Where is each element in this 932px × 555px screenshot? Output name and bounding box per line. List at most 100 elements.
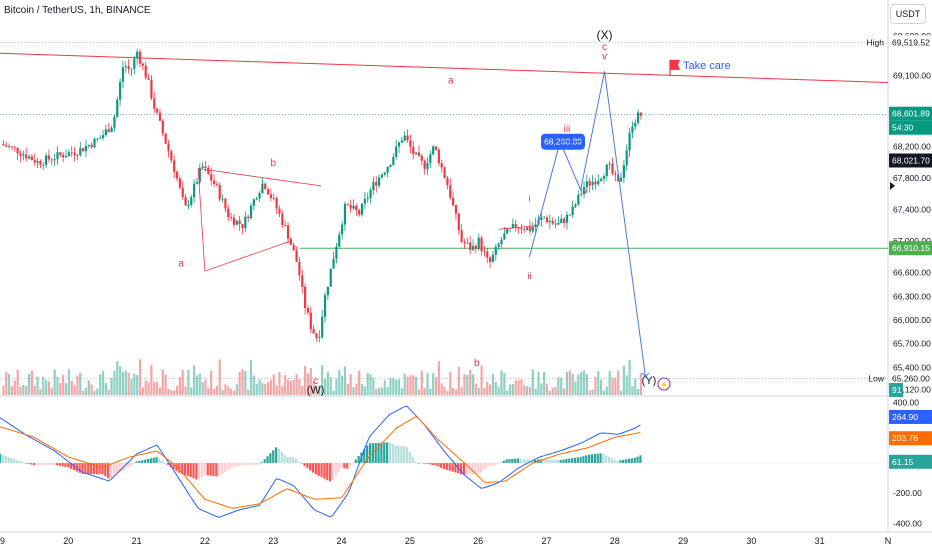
lightning-icon: ⚡ bbox=[660, 380, 669, 389]
macd-histogram-bar bbox=[428, 463, 431, 465]
volume-bar bbox=[375, 388, 378, 395]
candle-body bbox=[167, 143, 170, 152]
macd-line bbox=[0, 405, 641, 518]
candle-body bbox=[255, 198, 258, 200]
volume-bar bbox=[474, 383, 477, 395]
volume-bar bbox=[230, 388, 233, 395]
macd-histogram-bar bbox=[354, 459, 357, 463]
macd-histogram-bar bbox=[172, 463, 175, 470]
macd-histogram-bar bbox=[55, 463, 59, 466]
macd-histogram-bar bbox=[52, 463, 56, 465]
macd-histogram-bar bbox=[33, 463, 36, 466]
volume-bar bbox=[218, 359, 221, 395]
volume-bar bbox=[565, 371, 569, 395]
high-price-tag-bg bbox=[889, 35, 932, 50]
macd-histogram-bar bbox=[0, 453, 2, 463]
macd-histogram-bar bbox=[10, 457, 13, 463]
low-price-tag: 65,260.00 bbox=[892, 373, 930, 383]
candle-body bbox=[73, 152, 76, 156]
macd-value-tag: 264.90 bbox=[892, 412, 918, 422]
volume-bar bbox=[426, 373, 429, 395]
volume-bar bbox=[113, 371, 116, 395]
macd-histogram-bar bbox=[590, 454, 594, 463]
candle-body bbox=[39, 160, 42, 165]
volume-bars bbox=[2, 359, 643, 395]
candle-body bbox=[637, 112, 640, 123]
candle-body bbox=[412, 147, 415, 155]
volume-bar bbox=[59, 383, 62, 395]
macd-histogram-bar bbox=[215, 463, 218, 477]
candle-body bbox=[278, 208, 281, 214]
macd-histogram-bar bbox=[437, 463, 440, 467]
volume-bar bbox=[400, 388, 403, 395]
candle-body bbox=[520, 228, 523, 230]
volume-bar bbox=[252, 375, 255, 395]
countdown-tag: 54:30 bbox=[892, 123, 914, 133]
time-tick-label: 25 bbox=[405, 536, 415, 546]
candle-body bbox=[332, 258, 335, 269]
candle-body bbox=[548, 220, 551, 223]
macd-histogram-bar bbox=[610, 458, 614, 463]
candle-body bbox=[5, 145, 8, 147]
candle-body bbox=[568, 214, 571, 216]
candle-body bbox=[107, 129, 110, 133]
macd-histogram-bar bbox=[109, 463, 113, 479]
macd-histogram-bar bbox=[303, 463, 306, 466]
volume-bar bbox=[50, 388, 53, 395]
volume-bar bbox=[628, 359, 631, 395]
volume-bar bbox=[178, 377, 181, 395]
candle-body bbox=[409, 140, 412, 148]
macd-histogram-bar bbox=[121, 463, 124, 472]
wave-label-c: c bbox=[602, 42, 607, 53]
price-tick-label: 67,400.00 bbox=[893, 205, 931, 215]
volume-bar bbox=[494, 381, 497, 395]
horizontal-levels bbox=[0, 41, 889, 379]
high-label: High bbox=[867, 37, 885, 47]
candle-body bbox=[104, 129, 107, 136]
volume-bar bbox=[380, 387, 384, 395]
dark-level-tag: 68,021.70 bbox=[892, 155, 930, 165]
macd-histogram-bar bbox=[505, 459, 508, 463]
candle-body bbox=[634, 122, 637, 127]
macd-histogram-bar bbox=[337, 463, 340, 473]
macd-histogram-bar bbox=[166, 463, 170, 465]
volume-tag: 91 bbox=[892, 385, 902, 395]
macd-histogram-bar bbox=[146, 458, 150, 463]
candle-body bbox=[62, 154, 65, 158]
candle-body bbox=[423, 160, 426, 169]
candle-body bbox=[355, 205, 358, 211]
candle-body bbox=[141, 63, 144, 66]
candle-body bbox=[392, 156, 395, 166]
candle-body bbox=[247, 216, 250, 219]
volume-bar bbox=[585, 374, 588, 395]
volume-bar bbox=[338, 370, 341, 395]
volume-bar bbox=[10, 385, 14, 395]
volume-bar bbox=[409, 375, 412, 395]
macd-histogram-bar bbox=[462, 463, 466, 475]
macd-histogram-bar bbox=[223, 463, 226, 473]
volume-bar bbox=[491, 373, 495, 395]
currency-button[interactable]: USDT bbox=[890, 4, 926, 24]
macd-histogram-bar bbox=[346, 463, 349, 469]
signal-value-tag: 203.76 bbox=[892, 433, 918, 443]
volume-bar bbox=[634, 378, 637, 395]
volume-bar bbox=[39, 389, 42, 395]
volume-bar bbox=[341, 375, 344, 395]
volume-bar bbox=[432, 373, 435, 395]
volume-bar bbox=[150, 364, 153, 395]
macd-histogram-bar bbox=[391, 443, 394, 463]
macd-histogram-bar bbox=[394, 445, 397, 463]
macd-histogram-bar bbox=[95, 463, 98, 475]
volume-bar bbox=[207, 387, 210, 395]
macd-histogram-bar bbox=[126, 463, 130, 468]
candle-body bbox=[375, 181, 378, 186]
candle-body bbox=[619, 177, 623, 182]
candle-body bbox=[628, 132, 631, 151]
candles bbox=[2, 48, 643, 343]
candle-body bbox=[571, 206, 574, 216]
volume-bar bbox=[119, 366, 122, 395]
price-tick-label: 67,800.00 bbox=[893, 173, 931, 183]
